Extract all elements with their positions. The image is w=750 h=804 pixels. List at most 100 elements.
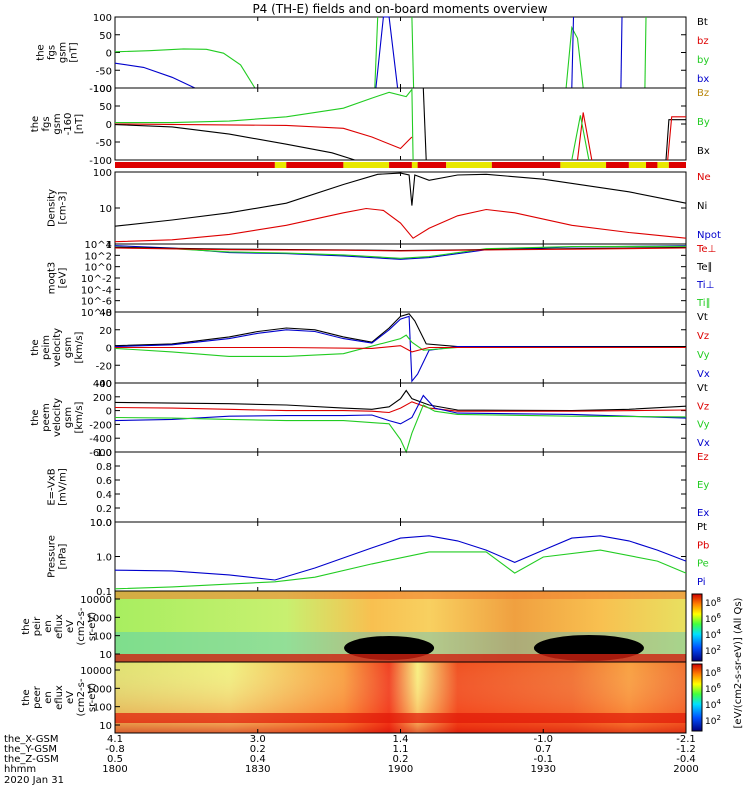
legend-peim-Vt: Vt	[697, 312, 708, 323]
ytick-label-peem: 0	[106, 407, 112, 418]
colorbar-tick-label: 108	[705, 666, 721, 679]
status-bar-segment	[560, 162, 607, 168]
ylabel-peem: [km/s]	[74, 401, 85, 433]
footer-x-gsm: 4.1	[107, 734, 123, 745]
ylabel-peim: [km/s]	[74, 331, 85, 363]
footer-y-gsm: 0.7	[535, 744, 551, 755]
footer-x-gsm: 1.4	[393, 734, 409, 745]
ytick-label-fgs160: 50	[99, 102, 112, 113]
series-fgs160-bx-b	[422, 87, 427, 161]
ytick-label-efield: 0.8	[96, 462, 112, 473]
ylabel-density: Density	[47, 189, 58, 227]
footer-hhmm: 1800	[102, 764, 127, 775]
ylabel-fgs160: fgs	[41, 116, 52, 131]
ytick-label-peer: 100	[93, 703, 112, 714]
ytick-label-fgs: 100	[93, 13, 112, 24]
series-temp-Teperp	[114, 247, 687, 252]
footer-hhmm: 1830	[245, 764, 270, 775]
colorbar-tick-label: 102	[705, 644, 721, 657]
footer-hhmm: 1900	[388, 764, 413, 775]
ylabel-efield: [mV/m]	[58, 468, 69, 506]
ytick-label-peer: 1000	[87, 684, 112, 695]
legend-density-Ni: Ni	[697, 201, 707, 212]
legend-temp-Te∥: Te∥	[696, 262, 713, 273]
legend-temp-Ti∥: Ti∥	[696, 298, 711, 309]
ylabel-peir: en	[43, 620, 54, 633]
ytick-label-temp: 10^-2	[81, 274, 112, 285]
ylabel-fgs160: -160	[63, 113, 74, 136]
ytick-label-peim: -20	[96, 361, 112, 372]
series-peem-Vz	[114, 401, 687, 414]
footer-z-gsm: -0.1	[533, 754, 553, 765]
panel-frame-pressure	[114, 521, 687, 592]
ytick-label-temp: 10^-8	[81, 308, 112, 319]
status-bar-segment	[606, 162, 629, 168]
legend-fgs-bz: bz	[697, 36, 709, 47]
status-bar-segment	[668, 162, 686, 168]
ytick-label-density: 10	[99, 204, 112, 215]
colorbar-bottom	[691, 663, 703, 732]
legend-density-Npot: Npot	[697, 230, 721, 241]
series-peim-Vx	[114, 315, 687, 383]
ylabel-peim: velocity	[52, 328, 63, 367]
panel-frame-fgs	[114, 16, 687, 89]
colorbar-tick-exponent: 2	[716, 644, 720, 652]
ytick-label-peir: 1000	[87, 613, 112, 624]
panel-frame-temp	[114, 243, 687, 313]
ytick-label-pressure: 0.1	[96, 587, 112, 598]
ytick-label-peem: 200	[93, 393, 112, 404]
legend-fgs-bx: bx	[697, 74, 709, 85]
ytick-label-peer: 10	[99, 721, 112, 732]
ylabel-peer: eflux	[54, 685, 65, 710]
series-fgs-by-d	[565, 25, 584, 89]
legend-pressure-Pb: Pb	[697, 540, 709, 551]
ylabel-peim: the	[30, 339, 41, 355]
ytick-label-peim: 0	[106, 344, 112, 355]
ylabel-peir: sr-eV)	[87, 612, 98, 641]
footer-y-gsm: 0.2	[250, 744, 266, 755]
ytick-label-peem: -400	[89, 434, 112, 445]
ytick-label-temp: 10^-4	[81, 285, 112, 296]
ylabel-pressure: [nPa]	[58, 543, 69, 569]
ytick-label-temp: 10^4	[85, 240, 112, 251]
status-bar-segment	[417, 162, 447, 168]
series-fgs-by-b	[374, 16, 379, 89]
series-peem-Vy	[114, 404, 687, 454]
ytick-label-peem: -200	[89, 420, 112, 431]
series-density-Ne	[114, 207, 687, 243]
ylabel-fgs: fgs	[47, 45, 58, 60]
colorbar-tick-exponent: 8	[716, 596, 720, 604]
ylabel-peer: the	[21, 689, 32, 705]
ytick-label-peir: 10	[99, 650, 112, 661]
series-fgs160-bx-c	[665, 119, 686, 161]
spectrogram-band-top	[115, 591, 686, 599]
ylabel-fgs: the	[36, 44, 47, 60]
legend-efield-Ex: Ex	[697, 508, 709, 519]
status-bar-segment	[491, 162, 561, 168]
ylabel-peem: peem	[41, 403, 52, 431]
ylabel-peir: (cm2-s-	[76, 607, 87, 645]
series-fgs-by	[114, 48, 256, 89]
legend-fgs-Bt: Bt	[697, 17, 708, 28]
legend-fgs160-Bx: Bx	[697, 146, 710, 157]
footer-y-gsm: 1.1	[393, 744, 409, 755]
footer-row-label: hhmm	[4, 764, 36, 775]
panel-frame-efield	[114, 451, 687, 523]
series-fgs-bx-e	[620, 16, 623, 89]
colorbar-tick-exponent: 2	[716, 714, 720, 722]
colorbar-label: [eV/(cm2-s-sr-eV)] (All Qs)	[733, 597, 744, 728]
legend-pressure-Pe: Pe	[697, 559, 709, 570]
footer-y-gsm: -0.8	[105, 744, 125, 755]
ylabel-peir: peir	[32, 616, 43, 636]
ytick-label-efield: 0.0	[96, 518, 112, 529]
series-fgs-by-e	[644, 16, 647, 89]
colorbar-tick-exponent: 8	[716, 666, 720, 674]
ylabel-temp: [eV]	[58, 268, 69, 289]
legend-peem-Vz: Vz	[697, 401, 709, 412]
ylabel-peer: eV	[65, 691, 76, 704]
legend-peim-Vz: Vz	[697, 331, 709, 342]
colorbar-tick-exponent: 6	[716, 612, 721, 620]
ylabel-temp: moqt3	[47, 262, 58, 295]
legend-peem-Vy: Vy	[697, 420, 710, 431]
